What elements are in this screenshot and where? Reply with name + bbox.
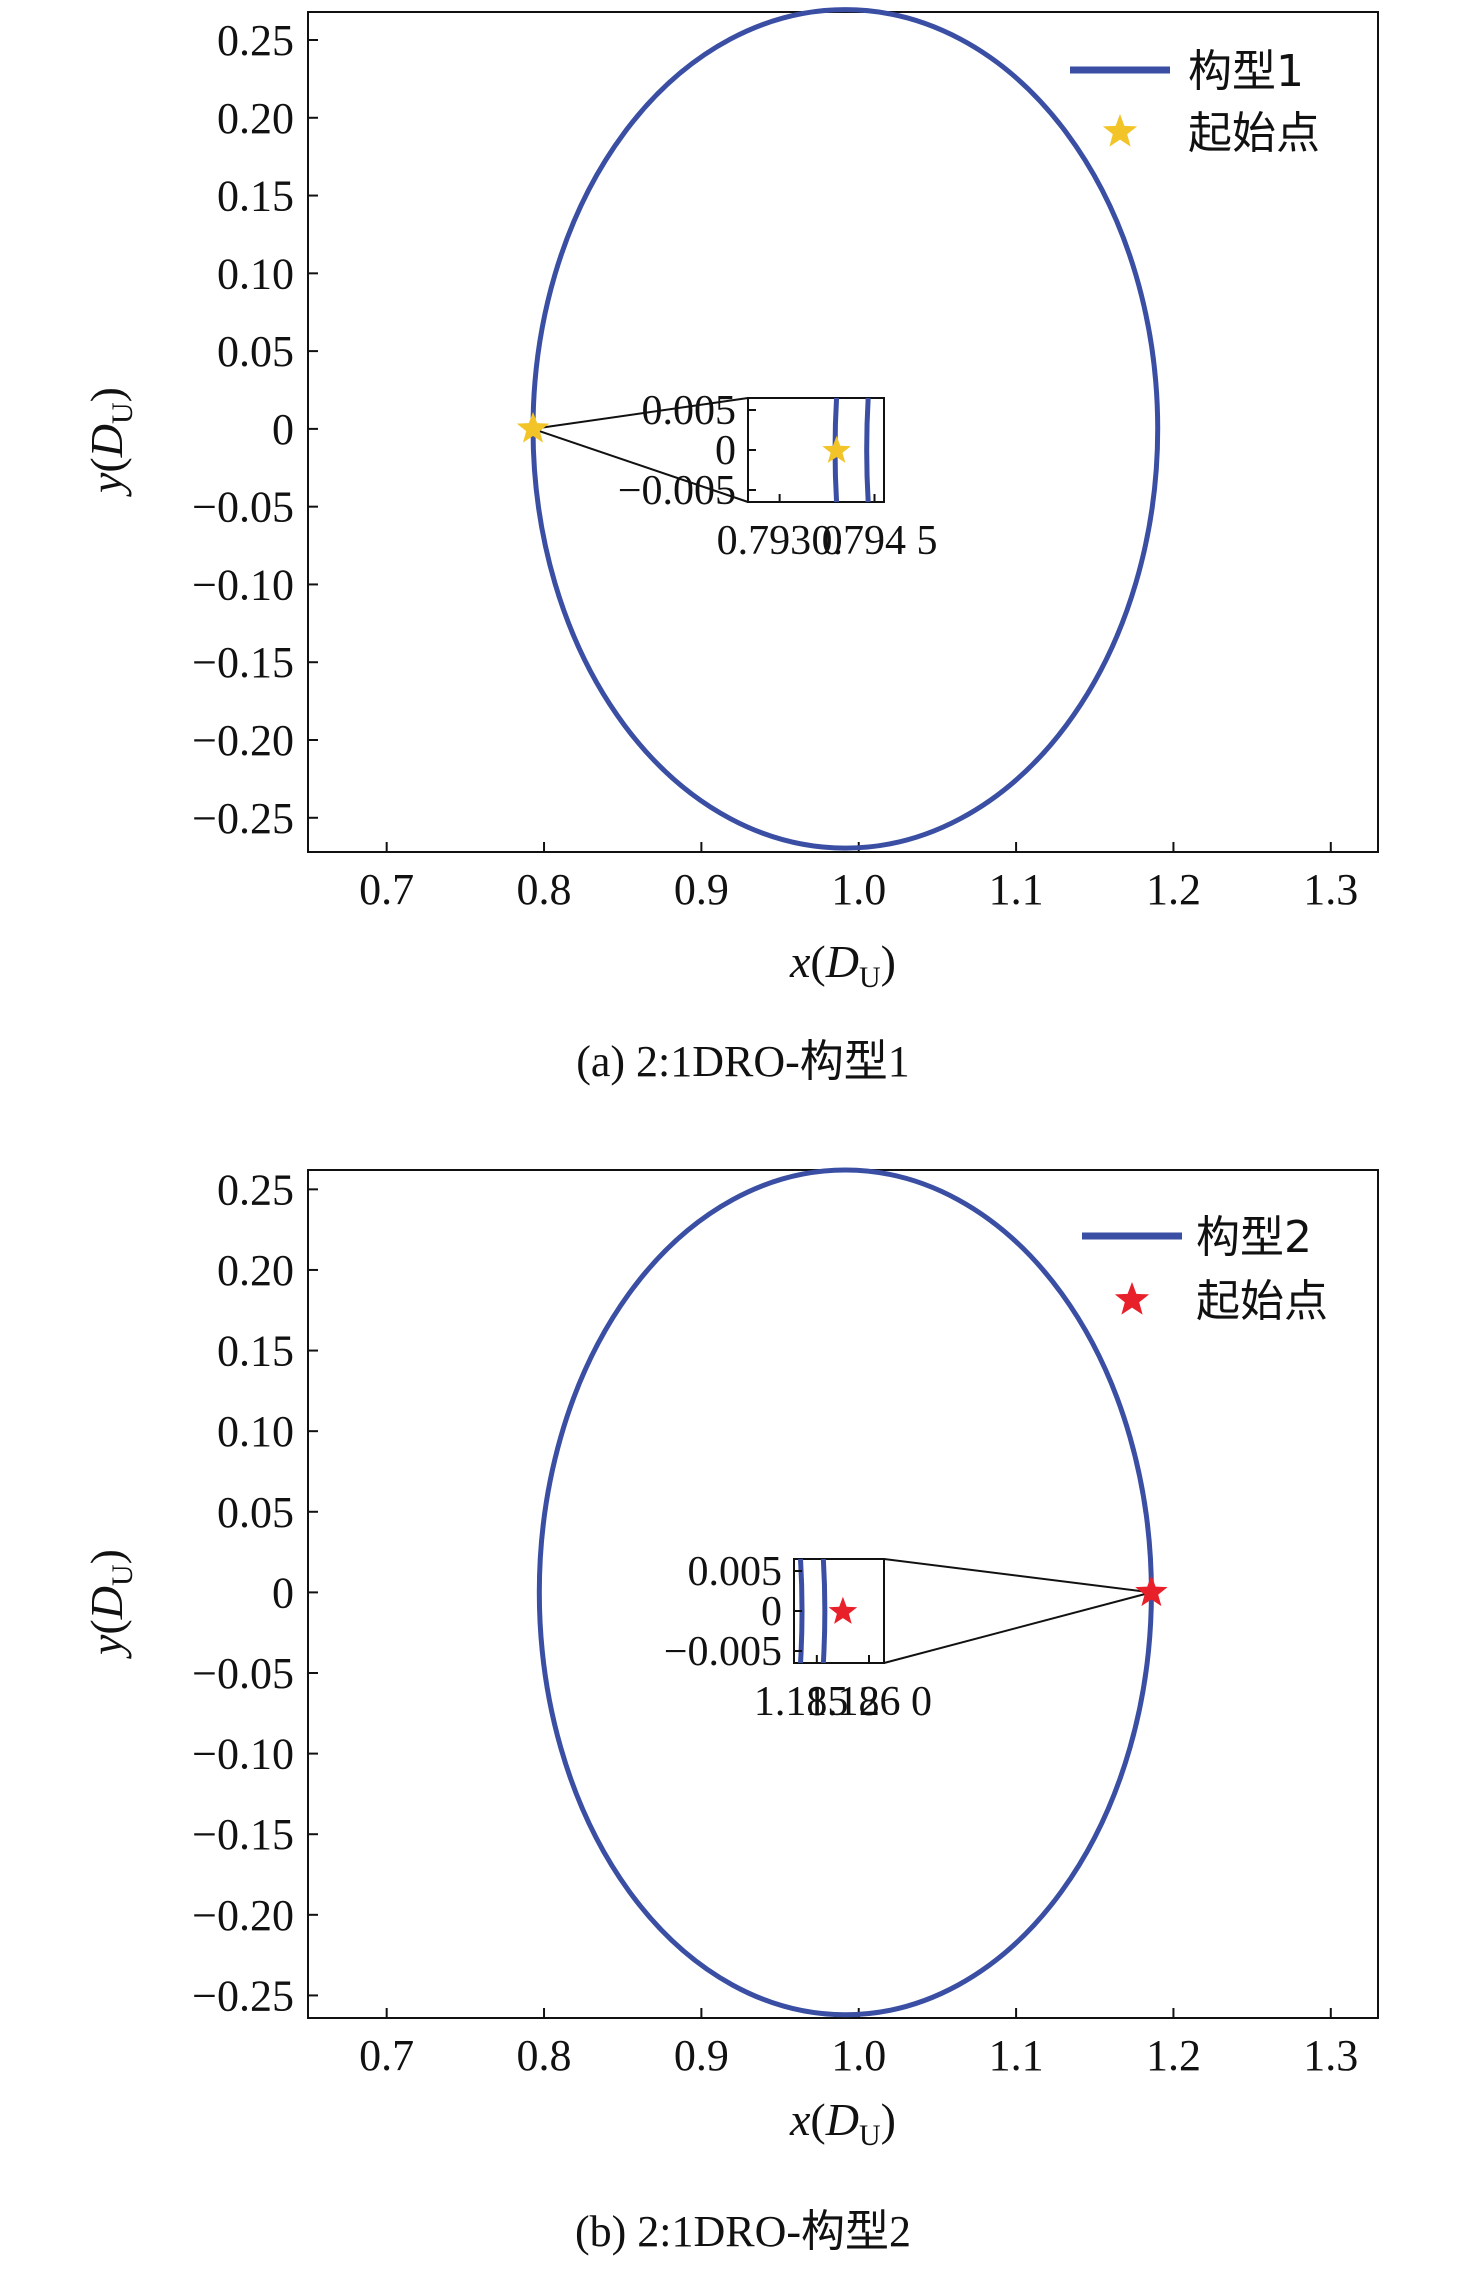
y-tick-label: −0.10 — [192, 1730, 294, 1779]
start-point-star — [516, 411, 550, 443]
legend-star-swatch — [1102, 114, 1138, 147]
y-tick-label: 0.10 — [217, 249, 294, 298]
x-tick-label: 0.7 — [359, 2031, 414, 2080]
inset-x-tick-label: 1.186 0 — [806, 1679, 932, 1725]
inset-y-tick-label: 0 — [715, 428, 736, 474]
zoom-connector — [883, 1558, 1152, 1594]
x-axis-label: x(DU) — [789, 2094, 896, 2152]
x-tick-label: 0.9 — [674, 865, 729, 914]
x-tick-label: 0.9 — [674, 2031, 729, 2080]
y-tick-label: 0 — [272, 405, 294, 454]
x-tick-label: 0.8 — [517, 865, 572, 914]
panel-a: 0.7 0.8 0.9 1.0 1.1 1.2 1.3 0.25 0.20 0.15 0.10 0.0… — [81, 7, 1379, 1086]
y-tick-label: 0.10 — [217, 1407, 294, 1456]
start-point-star — [1135, 1575, 1168, 1607]
y-tick-label: 0.20 — [217, 94, 294, 143]
panel-caption: (a) 2:1DRO-构型1 — [576, 1037, 910, 1086]
y-tick-label: 0.25 — [217, 16, 294, 65]
y-tick-label: 0.15 — [217, 172, 294, 221]
inset-start-star — [822, 435, 851, 463]
inset-y-tick-label: 0.005 — [642, 388, 737, 434]
legend-orbit-label: 构型1 — [1188, 46, 1304, 97]
y-tick-label: −0.20 — [192, 716, 294, 765]
y-tick-label: −0.25 — [192, 794, 294, 843]
legend-star-swatch — [1114, 1282, 1150, 1315]
x-tick-label: 0.8 — [517, 2031, 572, 2080]
inset-y-tick-label: −0.005 — [664, 1629, 782, 1675]
y-tick-label: 0.15 — [217, 1327, 294, 1376]
x-tick-label: 1.0 — [831, 865, 886, 914]
x-tick-label: 1.0 — [831, 2031, 886, 2080]
x-tick-label: 1.3 — [1303, 865, 1358, 914]
zoom-connector — [883, 1591, 1152, 1664]
y-tick-label: −0.20 — [192, 1891, 294, 1940]
inset-orbit-line — [820, 1558, 828, 1664]
legend-start-label: 起始点 — [1196, 1276, 1328, 1327]
x-tick-label: 1.3 — [1303, 2031, 1358, 2080]
y-tick-label: 0.25 — [217, 1165, 294, 1214]
inset-x-tick-label: 0.793 0 — [717, 518, 843, 564]
inset-orbit-line — [864, 397, 871, 503]
y-tick-label: −0.25 — [192, 1971, 294, 2020]
y-axis-label: y(DU) — [81, 387, 139, 497]
y-tick-label: −0.05 — [192, 1649, 294, 1698]
legend-orbit-label: 构型2 — [1196, 1212, 1312, 1263]
inset-frame — [747, 397, 885, 503]
inset-y-tick-label: −0.005 — [618, 468, 736, 514]
x-tick-label: 0.7 — [359, 865, 414, 914]
y-tick-label: −0.15 — [192, 638, 294, 687]
zoom-connector — [532, 397, 749, 430]
y-tick-label: −0.10 — [192, 560, 294, 609]
panel-b: 0.7 0.8 0.9 1.0 1.1 1.2 1.3 0.25 0.20 0.15 0.10 0.0… — [81, 1165, 1379, 2256]
legend-start-label: 起始点 — [1188, 108, 1320, 159]
x-tick-label: 1.1 — [989, 865, 1044, 914]
inset-x-tick-label: 1.185 2 — [754, 1679, 880, 1725]
inset-start-star — [828, 1596, 858, 1624]
inset-y-tick-label: 0 — [761, 1589, 782, 1635]
y-tick-label: 0 — [272, 1568, 294, 1617]
x-tick-label: 1.1 — [989, 2031, 1044, 2080]
panel-caption: (b) 2:1DRO-构型2 — [575, 2207, 911, 2256]
zoom-connector — [532, 427, 749, 503]
x-tick-label: 1.2 — [1146, 865, 1201, 914]
inset-y-tick-label: 0.005 — [688, 1549, 783, 1595]
x-tick-label: 1.2 — [1146, 2031, 1201, 2080]
y-tick-label: 0.05 — [217, 1488, 294, 1537]
inset-x-tick-label: 0.794 5 — [812, 518, 938, 564]
y-axis-label: y(DU) — [81, 1549, 139, 1659]
y-tick-label: −0.05 — [192, 483, 294, 532]
y-tick-label: 0.05 — [217, 327, 294, 376]
x-axis-label: x(DU) — [789, 936, 896, 994]
y-tick-label: 0.20 — [217, 1246, 294, 1295]
y-tick-label: −0.15 — [192, 1810, 294, 1859]
